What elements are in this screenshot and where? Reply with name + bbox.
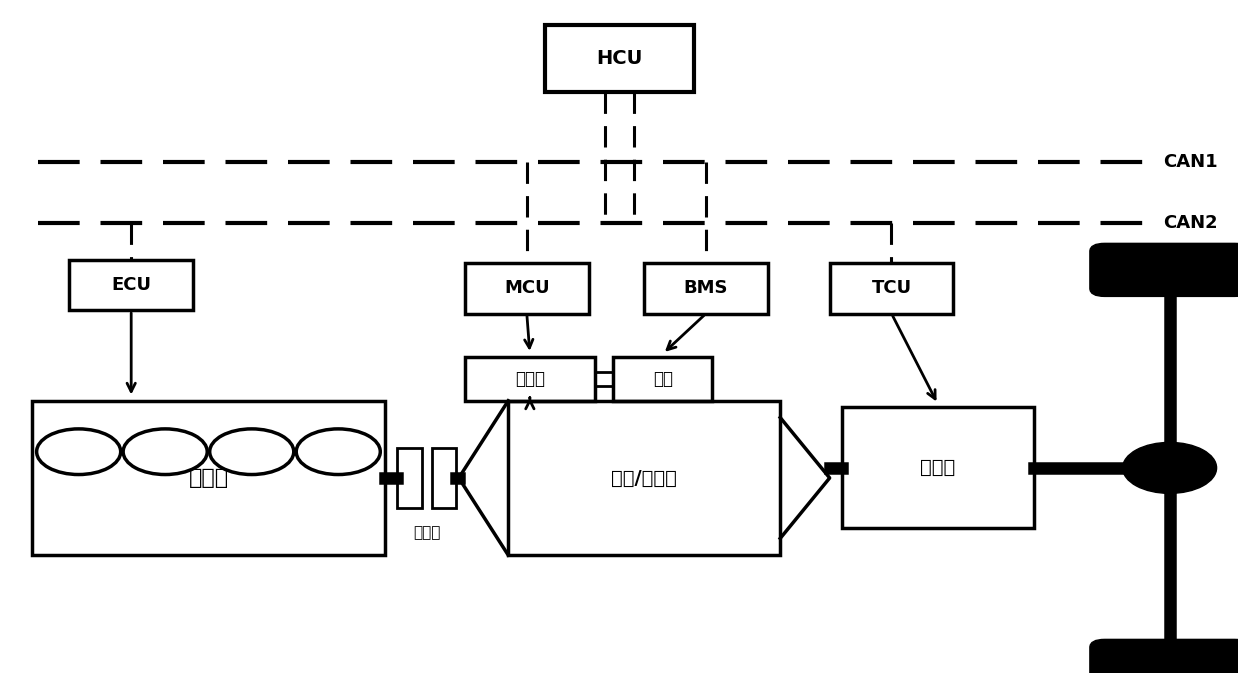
Bar xyxy=(69,259,193,310)
Text: MCU: MCU xyxy=(504,279,550,297)
Text: CAN1: CAN1 xyxy=(1163,154,1218,171)
Text: 电池: 电池 xyxy=(653,370,673,388)
Text: ECU: ECU xyxy=(112,276,151,294)
Text: BMS: BMS xyxy=(684,279,729,297)
Text: 发动机: 发动机 xyxy=(188,468,228,488)
Text: HCU: HCU xyxy=(596,49,643,68)
Text: 逆变器: 逆变器 xyxy=(515,370,545,388)
Text: CAN2: CAN2 xyxy=(1163,214,1218,232)
Text: 变速筱: 变速筱 xyxy=(921,458,955,477)
FancyBboxPatch shape xyxy=(1090,640,1239,674)
Bar xyxy=(843,408,1033,528)
Bar xyxy=(545,25,694,92)
Bar xyxy=(32,401,384,555)
Circle shape xyxy=(1123,442,1217,493)
FancyBboxPatch shape xyxy=(1090,243,1239,297)
Text: 离合器: 离合器 xyxy=(413,525,440,540)
Bar xyxy=(613,357,712,401)
Bar xyxy=(465,263,589,313)
Text: 电动/发电机: 电动/发电机 xyxy=(611,468,678,487)
Text: TCU: TCU xyxy=(871,279,912,297)
Bar xyxy=(396,448,421,508)
Bar xyxy=(431,448,456,508)
Bar xyxy=(830,263,953,313)
Bar xyxy=(465,357,595,401)
Bar xyxy=(508,401,781,555)
Bar xyxy=(644,263,768,313)
